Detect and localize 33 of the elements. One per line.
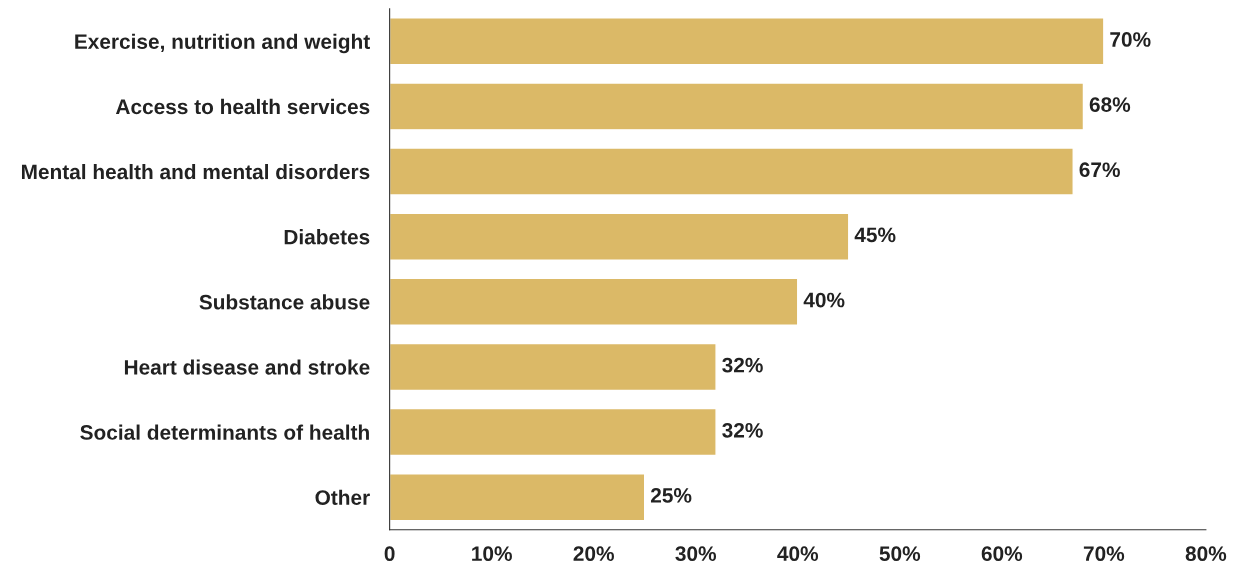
- x-tick-label: 30%: [675, 546, 717, 562]
- y-tick-label: Heart disease and stroke: [124, 359, 370, 375]
- bar: [389, 342, 717, 392]
- x-tick-label: 40%: [777, 546, 819, 562]
- x-tick-label: 70%: [1083, 546, 1125, 562]
- x-tick-label: 20%: [573, 546, 614, 562]
- data-label: 70%: [1110, 32, 1151, 47]
- bar: [389, 277, 799, 326]
- y-tick-label: Social determinants of health: [80, 424, 369, 440]
- bar: [389, 82, 1085, 131]
- x-tick-label: 80%: [1185, 546, 1227, 562]
- bar: [389, 17, 1105, 66]
- data-label: 32%: [722, 357, 763, 373]
- bar: [389, 473, 646, 522]
- y-tick-label: Substance abuse: [199, 294, 370, 310]
- x-tick-label: 10%: [472, 546, 512, 562]
- x-tick-label: 60%: [981, 546, 1023, 562]
- y-tick-label: Other: [315, 489, 370, 505]
- y-tick-label: Access to health services: [115, 98, 370, 115]
- y-tick-label: Mental health and mental disorders: [21, 163, 370, 180]
- bar: [389, 147, 1074, 196]
- bar: [389, 212, 850, 261]
- data-label: 67%: [1079, 162, 1120, 178]
- bar: [389, 407, 717, 457]
- x-tick-label: 50%: [879, 546, 921, 562]
- data-label: 45%: [854, 227, 896, 243]
- y-tick-label: Exercise, nutrition and weight: [75, 33, 370, 54]
- data-label: 25%: [650, 488, 692, 503]
- data-label: 68%: [1089, 97, 1131, 112]
- x-tick-label: 0: [384, 546, 395, 562]
- y-tick-label: Diabetes: [284, 229, 370, 245]
- data-label: 40%: [803, 292, 845, 308]
- data-label: 32%: [722, 422, 763, 438]
